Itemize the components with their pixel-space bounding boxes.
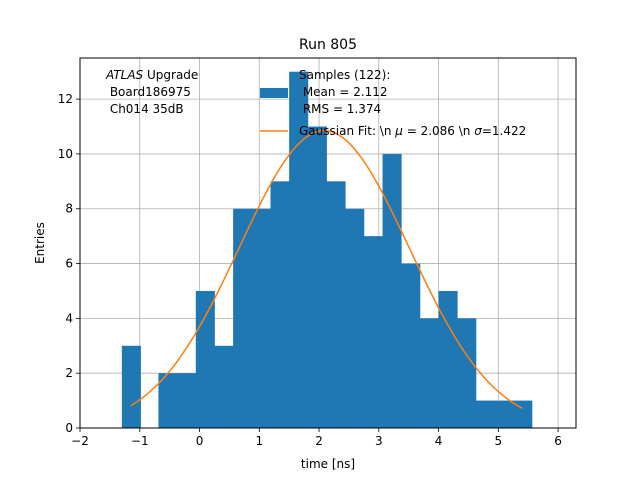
histogram-bar [345, 208, 365, 428]
x-tick-label: −2 [71, 434, 89, 448]
x-tick-label: 1 [255, 434, 263, 448]
legend-samples-swatch [260, 88, 288, 98]
histogram-bar [251, 208, 271, 428]
x-tick-label: 6 [554, 434, 562, 448]
axes-frame [79, 57, 577, 429]
histogram-bar [307, 126, 327, 428]
x-tick-label: 2 [315, 434, 323, 448]
gaussian-fit [130, 129, 523, 409]
histogram-bar [326, 181, 346, 428]
histogram-bar [401, 263, 421, 428]
histogram-bar [177, 373, 197, 428]
histogram-bar [195, 290, 215, 428]
atlas-annotation: ATLAS Upgrade Board186975 Ch014 35dB [105, 68, 198, 116]
y-tick-label: 0 [65, 421, 73, 435]
annotation-board: Board186975 [106, 85, 191, 99]
histogram-bar [289, 71, 309, 428]
histogram-bar [270, 181, 290, 428]
y-tick-label: 6 [65, 257, 73, 271]
y-axis-label: Entries [33, 222, 47, 264]
histogram-bar [513, 400, 533, 428]
legend-samples-line-2: Mean = 2.112 [299, 85, 388, 99]
x-tick-label: 3 [375, 434, 383, 448]
histogram-bar [457, 318, 477, 428]
y-tick-label: 4 [65, 311, 73, 325]
histogram-bar [382, 153, 402, 429]
y-tick-label: 12 [58, 92, 73, 106]
x-tick-label: 4 [435, 434, 443, 448]
histogram-bar [438, 290, 458, 428]
legend-samples-line-3: RMS = 1.374 [299, 102, 381, 116]
gaussian-fit-line [130, 129, 523, 409]
histogram-bar [158, 373, 178, 428]
legend-samples-line-1: Samples (122): [299, 68, 390, 82]
y-tick-label: 2 [65, 366, 73, 380]
histogram-bar [475, 400, 495, 428]
histogram-bar [363, 236, 383, 428]
annotation-experiment: ATLAS Upgrade [105, 68, 198, 82]
histogram-bar [214, 345, 234, 428]
x-tick-label: −1 [131, 434, 149, 448]
histogram-bar [121, 345, 141, 428]
legend: Samples (122): Mean = 2.112 RMS = 1.374 … [260, 68, 526, 138]
x-tick-label: 0 [196, 434, 204, 448]
y-tick-label: 10 [58, 147, 73, 161]
chart-title: Run 805 [299, 37, 357, 53]
annotation-channel: Ch014 35dB [106, 102, 184, 116]
legend-fit-label: Gaussian Fit: \n μ = 2.086 \n σ=1.422 [299, 124, 526, 138]
x-axis-label: time [ns] [301, 457, 355, 471]
x-tick-label: 5 [494, 434, 502, 448]
histogram-bar [419, 318, 439, 428]
histogram-bar [494, 400, 514, 428]
histogram-bars [121, 71, 533, 429]
histogram-bar [233, 208, 253, 428]
y-tick-label: 8 [65, 202, 73, 216]
